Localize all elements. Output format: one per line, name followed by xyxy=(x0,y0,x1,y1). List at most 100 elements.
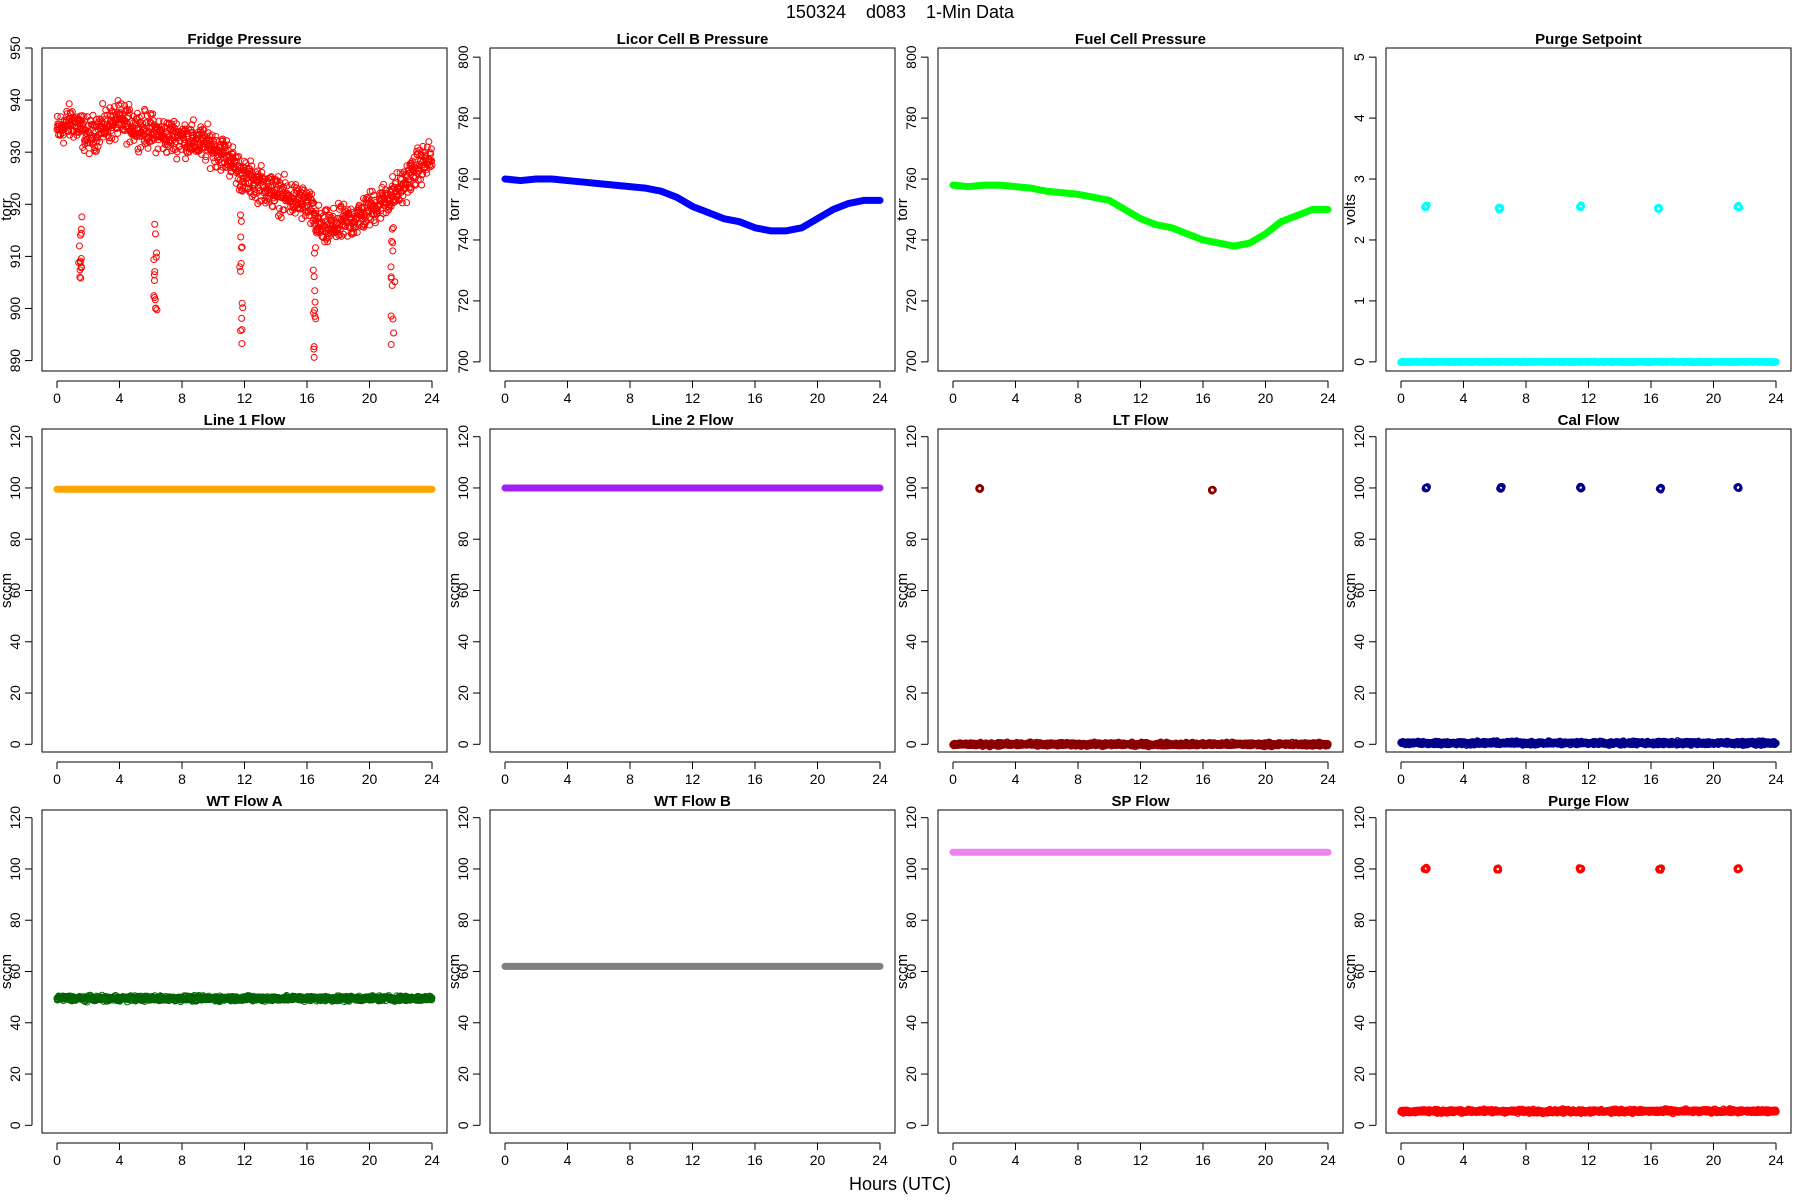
panel-title: Cal Flow xyxy=(1558,412,1620,429)
data-point xyxy=(358,212,366,220)
x-tick-label: 12 xyxy=(685,771,701,787)
y-tick-label: 1 xyxy=(1351,297,1367,305)
data-point xyxy=(399,170,407,178)
y-tick-label: 60 xyxy=(7,583,23,599)
data-point xyxy=(151,220,159,228)
data-point xyxy=(182,155,190,163)
y-tick-label: 700 xyxy=(455,350,471,374)
y-axis-label: sccm xyxy=(446,573,463,608)
data-point xyxy=(155,117,163,125)
x-tick-label: 4 xyxy=(1012,390,1020,406)
data-point xyxy=(77,274,85,282)
data-point xyxy=(152,149,160,157)
x-tick-label: 8 xyxy=(1522,771,1530,787)
plot-frame xyxy=(489,47,896,372)
data-point xyxy=(237,217,245,225)
y-tick-label: 80 xyxy=(903,531,919,547)
y-axis-label: sccm xyxy=(0,573,15,608)
data-point xyxy=(311,287,319,295)
data-point xyxy=(277,213,285,221)
data-point xyxy=(154,145,162,153)
y-tick-label: 4 xyxy=(1351,114,1367,122)
panel-title: Fuel Cell Pressure xyxy=(1075,31,1206,48)
data-point xyxy=(423,169,431,177)
y-tick-label: 20 xyxy=(1351,685,1367,701)
data-point xyxy=(389,224,397,232)
data-point xyxy=(149,110,157,118)
data-point xyxy=(403,199,411,207)
data-point xyxy=(75,242,83,250)
data-point xyxy=(235,152,243,160)
data-point xyxy=(348,230,356,238)
data-point xyxy=(391,278,399,286)
data-point xyxy=(388,225,396,233)
panel-title: Licor Cell B Pressure xyxy=(617,31,769,48)
data-point xyxy=(312,227,320,235)
data-point xyxy=(76,258,84,266)
data-point xyxy=(216,155,224,163)
y-tick-label: 720 xyxy=(903,289,919,313)
data-point xyxy=(92,147,100,155)
data-point xyxy=(404,180,412,188)
data-point xyxy=(91,143,99,151)
data-point xyxy=(366,187,374,195)
data-point xyxy=(253,167,261,175)
x-tick-label: 12 xyxy=(1581,771,1597,787)
data-point xyxy=(163,119,171,127)
data-point xyxy=(77,229,85,237)
y-tick-label: 0 xyxy=(7,740,23,748)
data-point xyxy=(280,183,288,191)
y-tick-label: 780 xyxy=(455,106,471,130)
data-point xyxy=(144,144,152,152)
data-point xyxy=(170,124,178,132)
data-point xyxy=(339,230,347,238)
data-point xyxy=(419,170,427,178)
data-point xyxy=(173,155,181,163)
data-point xyxy=(153,306,161,314)
data-point xyxy=(150,292,158,300)
x-tick-label: 24 xyxy=(1320,771,1336,787)
data-point xyxy=(1208,487,1216,495)
data-point xyxy=(247,157,255,165)
y-tick-label: 100 xyxy=(455,476,471,500)
data-point xyxy=(273,178,281,186)
x-tick-label: 0 xyxy=(501,390,509,406)
plot-frame xyxy=(1385,47,1792,372)
data-point xyxy=(1324,740,1332,748)
data-point xyxy=(224,141,232,149)
data-point xyxy=(237,327,245,335)
data-point xyxy=(238,314,246,322)
data-point xyxy=(293,187,301,195)
x-tick-label: 0 xyxy=(949,771,957,787)
x-tick-label: 20 xyxy=(1258,390,1274,406)
data-point xyxy=(185,148,193,156)
data-point xyxy=(150,271,158,279)
data-point xyxy=(312,315,320,323)
y-tick-label: 40 xyxy=(903,634,919,650)
data-point xyxy=(310,309,318,317)
x-tick-label: 20 xyxy=(810,390,826,406)
data-point xyxy=(398,199,406,207)
plot-frame xyxy=(937,47,1344,372)
data-point xyxy=(151,268,159,276)
x-tick-label: 0 xyxy=(501,771,509,787)
x-tick-label: 16 xyxy=(747,771,763,787)
data-point xyxy=(239,304,247,312)
y-tick-label: 60 xyxy=(455,583,471,599)
data-point xyxy=(238,243,246,251)
x-tick-label: 20 xyxy=(1706,390,1722,406)
plot-frame xyxy=(1385,428,1792,753)
data-point xyxy=(99,100,107,108)
data-point xyxy=(392,196,400,204)
data-point xyxy=(96,138,104,146)
y-tick-label: 930 xyxy=(7,140,23,164)
data-point xyxy=(196,143,204,151)
data-point xyxy=(388,237,396,245)
data-point xyxy=(142,118,150,126)
y-tick-label: 100 xyxy=(1351,476,1367,500)
y-tick-label: 910 xyxy=(7,244,23,268)
y-tick-label: 740 xyxy=(903,228,919,252)
data-point xyxy=(89,111,97,119)
